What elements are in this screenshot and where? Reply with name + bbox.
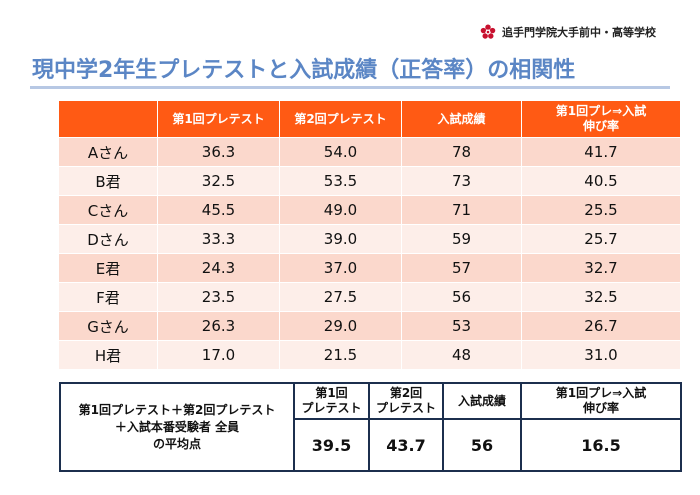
table-header-row: 第1回プレテスト 第2回プレテスト 入試成績 第1回プレ⇒入試 伸び率 — [59, 101, 680, 137]
cell-growth: 41.7 — [522, 137, 680, 166]
cell-growth: 25.5 — [522, 195, 680, 224]
cell-pretest2: 27.5 — [280, 282, 402, 311]
cell-name: Gさん — [59, 311, 158, 340]
cell-growth: 25.7 — [522, 224, 680, 253]
school-name: 追手門学院大手前中・高等学校 — [502, 26, 656, 39]
header-pretest2: 第2回プレテスト — [280, 101, 402, 137]
cell-name: B君 — [59, 166, 158, 195]
summary-value-pretest2: 43.7 — [368, 418, 444, 472]
table-row: B君 32.5 53.5 73 40.5 — [59, 166, 680, 195]
school-logo: 追手門学院大手前中・高等学校 — [480, 24, 656, 40]
table-row: E君 24.3 37.0 57 32.7 — [59, 253, 680, 282]
summary-value-exam: 56 — [442, 418, 522, 472]
cell-growth: 31.0 — [522, 340, 680, 369]
table-row: H君 17.0 21.5 48 31.0 — [59, 340, 680, 369]
table-row: Dさん 33.3 39.0 59 25.7 — [59, 224, 680, 253]
cell-pretest2: 37.0 — [280, 253, 402, 282]
cell-exam: 57 — [402, 253, 522, 282]
cell-name: Aさん — [59, 137, 158, 166]
header-pretest1: 第1回プレテスト — [158, 101, 280, 137]
school-crest-icon — [480, 24, 496, 39]
summary-value-growth: 16.5 — [520, 418, 682, 472]
summary-header-exam: 入試成績 — [442, 382, 522, 420]
cell-pretest1: 24.3 — [158, 253, 280, 282]
cell-exam: 53 — [402, 311, 522, 340]
table-row: Gさん 26.3 29.0 53 26.7 — [59, 311, 680, 340]
cell-name: H君 — [59, 340, 158, 369]
cell-pretest2: 49.0 — [280, 195, 402, 224]
header-exam: 入試成績 — [402, 101, 522, 137]
header-name — [59, 101, 158, 137]
cell-pretest2: 39.0 — [280, 224, 402, 253]
cell-pretest1: 32.5 — [158, 166, 280, 195]
cell-pretest1: 36.3 — [158, 137, 280, 166]
table-row: Cさん 45.5 49.0 71 25.5 — [59, 195, 680, 224]
cell-pretest1: 33.3 — [158, 224, 280, 253]
header-growth: 第1回プレ⇒入試 伸び率 — [522, 101, 680, 137]
summary-value-pretest1: 39.5 — [293, 418, 370, 472]
cell-pretest2: 29.0 — [280, 311, 402, 340]
cell-name: Cさん — [59, 195, 158, 224]
cell-growth: 26.7 — [522, 311, 680, 340]
cell-name: F君 — [59, 282, 158, 311]
title-divider — [30, 86, 670, 89]
cell-pretest1: 17.0 — [158, 340, 280, 369]
cell-pretest2: 53.5 — [280, 166, 402, 195]
summary-table: 第1回プレテスト＋第2回プレテスト ＋入試本番受験者 全員 の平均点 第1回 プ… — [59, 382, 682, 472]
cell-exam: 59 — [402, 224, 522, 253]
cell-name: Dさん — [59, 224, 158, 253]
cell-exam: 56 — [402, 282, 522, 311]
summary-header-growth: 第1回プレ⇒入試 伸び率 — [520, 382, 682, 420]
cell-pretest2: 54.0 — [280, 137, 402, 166]
cell-exam: 48 — [402, 340, 522, 369]
cell-exam: 73 — [402, 166, 522, 195]
summary-label: 第1回プレテスト＋第2回プレテスト ＋入試本番受験者 全員 の平均点 — [59, 382, 295, 472]
table-row: Aさん 36.3 54.0 78 41.7 — [59, 137, 680, 166]
scores-table: 第1回プレテスト 第2回プレテスト 入試成績 第1回プレ⇒入試 伸び率 Aさん 3… — [59, 101, 680, 369]
cell-growth: 40.5 — [522, 166, 680, 195]
cell-pretest1: 26.3 — [158, 311, 280, 340]
cell-pretest1: 45.5 — [158, 195, 280, 224]
cell-exam: 78 — [402, 137, 522, 166]
table-row: F君 23.5 27.5 56 32.5 — [59, 282, 680, 311]
cell-growth: 32.5 — [522, 282, 680, 311]
cell-exam: 71 — [402, 195, 522, 224]
summary-header-pretest1: 第1回 プレテスト — [293, 382, 370, 420]
cell-pretest2: 21.5 — [280, 340, 402, 369]
cell-growth: 32.7 — [522, 253, 680, 282]
slide-title: 現中学2年生プレテストと入試成績（正答率）の相関性 — [32, 58, 576, 83]
summary-header-pretest2: 第2回 プレテスト — [368, 382, 444, 420]
cell-pretest1: 23.5 — [158, 282, 280, 311]
cell-name: E君 — [59, 253, 158, 282]
